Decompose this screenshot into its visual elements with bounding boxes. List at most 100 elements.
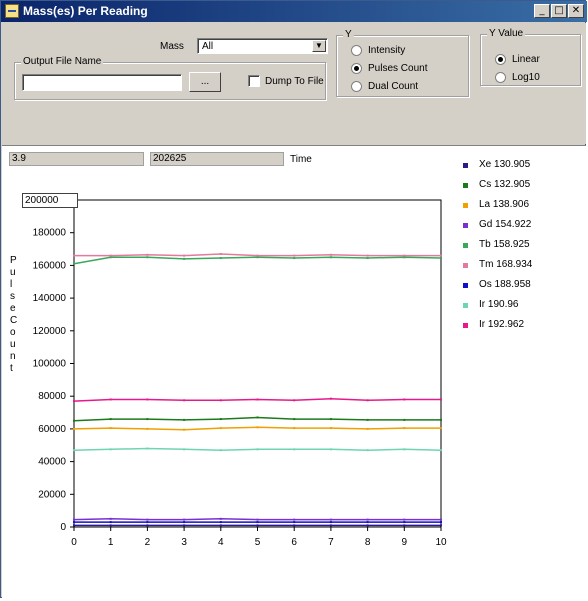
mass-select-value: All bbox=[202, 41, 214, 52]
y-axis-label-letter: C bbox=[10, 315, 18, 326]
legend-swatch bbox=[463, 163, 468, 168]
y-group-label: Y bbox=[343, 29, 354, 40]
data-point bbox=[183, 448, 186, 451]
data-point bbox=[146, 524, 149, 527]
y-axis-label-letter: n bbox=[10, 351, 16, 362]
data-point bbox=[329, 448, 332, 451]
data-point bbox=[183, 254, 186, 257]
radio-pulses-count-label: Pulses Count bbox=[368, 63, 428, 74]
legend-label: Tm 168.934 bbox=[479, 259, 533, 270]
data-point bbox=[219, 252, 222, 255]
data-point bbox=[366, 521, 369, 524]
data-point bbox=[329, 418, 332, 421]
data-point bbox=[403, 524, 406, 527]
data-point bbox=[219, 399, 222, 402]
readout-value-1: 3.9 bbox=[9, 152, 144, 166]
data-point bbox=[146, 256, 149, 259]
data-point bbox=[366, 254, 369, 257]
legend-swatch bbox=[463, 203, 468, 208]
data-point bbox=[366, 399, 369, 402]
data-point bbox=[440, 254, 442, 257]
y-value-group: Y Value bbox=[480, 28, 581, 86]
legend-swatch bbox=[463, 243, 468, 248]
output-file-group: Output File Name bbox=[14, 56, 326, 100]
data-point bbox=[256, 398, 259, 401]
radio-linear[interactable] bbox=[495, 54, 506, 65]
legend-swatch bbox=[463, 183, 468, 188]
maximize-button[interactable]: □ bbox=[551, 4, 567, 18]
data-point bbox=[329, 518, 332, 521]
y-axis-label-letter: u bbox=[10, 339, 16, 350]
radio-dual-count-label: Dual Count bbox=[368, 81, 419, 92]
data-point bbox=[256, 524, 259, 527]
data-point bbox=[256, 416, 259, 419]
data-point bbox=[293, 254, 296, 257]
x-tick-label: 4 bbox=[218, 537, 224, 548]
x-tick-label: 1 bbox=[108, 537, 114, 548]
y-max-input[interactable]: 200000 bbox=[22, 193, 78, 208]
y-tick-label: 140000 bbox=[33, 293, 67, 304]
data-point bbox=[440, 257, 442, 260]
legend-swatch bbox=[463, 263, 468, 268]
data-point bbox=[109, 524, 112, 527]
y-axis-label-letter: l bbox=[10, 279, 13, 290]
data-point bbox=[183, 257, 186, 260]
dump-to-file-label: Dump To File bbox=[265, 76, 324, 87]
output-file-input[interactable] bbox=[22, 74, 182, 91]
data-point bbox=[183, 518, 186, 521]
y-value-group-label: Y Value bbox=[487, 28, 526, 39]
data-point bbox=[109, 418, 112, 421]
data-point bbox=[109, 427, 112, 430]
dump-to-file-checkbox[interactable] bbox=[248, 75, 260, 87]
data-point bbox=[366, 427, 369, 430]
x-tick-label: 7 bbox=[328, 537, 334, 548]
mass-select[interactable]: All ▼ bbox=[197, 38, 328, 54]
legend-label: La 138.906 bbox=[479, 199, 530, 210]
title-bar[interactable]: Mass(es) Per Reading _ □ ✕ bbox=[1, 1, 587, 22]
legend-label: Cs 132.905 bbox=[479, 179, 531, 190]
radio-pulses-count[interactable] bbox=[351, 63, 362, 74]
data-point bbox=[403, 256, 406, 259]
data-point bbox=[403, 448, 406, 451]
data-point bbox=[256, 256, 259, 259]
data-point bbox=[403, 254, 406, 257]
data-point bbox=[73, 419, 75, 422]
data-point bbox=[109, 254, 112, 257]
data-point bbox=[219, 257, 222, 260]
output-file-group-label: Output File Name bbox=[21, 56, 104, 67]
data-point bbox=[366, 257, 369, 260]
data-point bbox=[73, 524, 75, 527]
data-point bbox=[183, 399, 186, 402]
x-tick-label: 2 bbox=[145, 537, 151, 548]
browse-button[interactable]: ... bbox=[189, 72, 221, 92]
data-point bbox=[293, 399, 296, 402]
radio-intensity[interactable] bbox=[351, 45, 362, 56]
chevron-down-icon[interactable]: ▼ bbox=[312, 40, 326, 52]
minimize-button[interactable]: _ bbox=[534, 4, 550, 18]
legend-label: Tb 158.925 bbox=[479, 239, 530, 250]
legend-swatch bbox=[463, 323, 468, 328]
legend-swatch bbox=[463, 303, 468, 308]
x-tick-label: 6 bbox=[291, 537, 297, 548]
data-point bbox=[73, 254, 75, 257]
y-axis-label-letter: s bbox=[10, 291, 15, 302]
legend-swatch bbox=[463, 283, 468, 288]
data-point bbox=[73, 400, 75, 403]
data-point bbox=[256, 426, 259, 429]
data-point bbox=[366, 518, 369, 521]
x-tick-label: 0 bbox=[71, 537, 77, 548]
data-point bbox=[403, 518, 406, 521]
data-point bbox=[219, 418, 222, 421]
data-point bbox=[440, 521, 442, 524]
radio-linear-label: Linear bbox=[512, 54, 540, 65]
data-point bbox=[73, 449, 75, 452]
data-point bbox=[73, 518, 75, 521]
radio-dual-count[interactable] bbox=[351, 81, 362, 92]
radio-log10[interactable] bbox=[495, 72, 506, 83]
data-point bbox=[440, 518, 442, 521]
close-button[interactable]: ✕ bbox=[568, 4, 584, 18]
radio-intensity-label: Intensity bbox=[368, 45, 406, 56]
y-axis-label-letter: e bbox=[10, 303, 16, 314]
